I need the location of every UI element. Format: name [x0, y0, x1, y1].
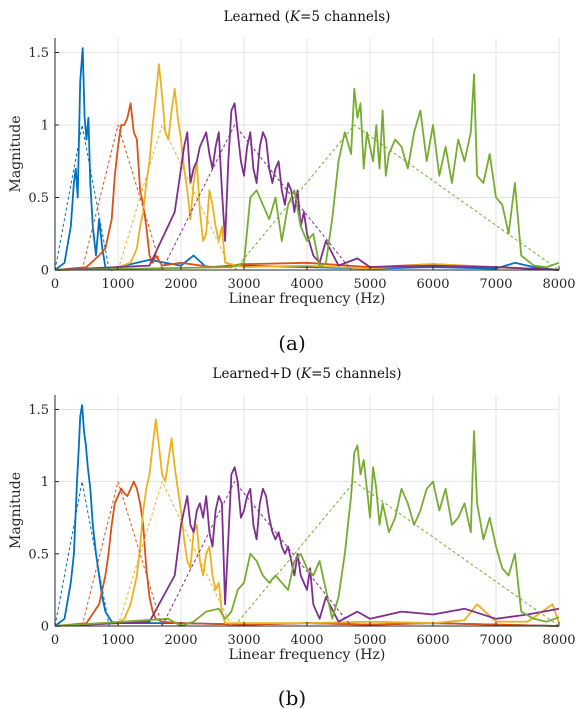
y-tick-label: 0.5 [28, 191, 49, 206]
y-tick-label: 1 [41, 475, 49, 490]
y-axis-label: Magnitude [8, 472, 24, 549]
learned-filter-line-4 [54, 102, 560, 271]
caption-b: (b) [278, 686, 306, 709]
x-tick-label: 6000 [416, 277, 449, 292]
x-tick-label: 5000 [353, 277, 386, 292]
x-tick-label: 3000 [227, 633, 260, 648]
learned-filter-line-5 [54, 73, 560, 271]
reference-filter-line-4 [161, 481, 352, 627]
learned-filter-line-4 [54, 466, 560, 627]
chart-title: Learned+D (K=5 channels) [213, 366, 402, 382]
y-tick-label: 1 [41, 119, 49, 134]
reference-filter-line-4 [161, 124, 352, 271]
chart-title: Learned (K=5 channels) [224, 9, 391, 25]
x-tick-label: 0 [51, 277, 59, 292]
x-tick-label: 7000 [479, 277, 512, 292]
y-tick-label: 0 [41, 620, 49, 635]
x-tick-label: 8000 [542, 633, 575, 648]
x-tick-label: 4000 [290, 633, 323, 648]
x-tick-label: 1000 [101, 277, 134, 292]
y-tick-label: 1.5 [28, 46, 49, 61]
reference-filter-line-2 [81, 481, 163, 627]
x-tick-label: 5000 [353, 633, 386, 648]
learned-filter-line-3 [54, 418, 560, 627]
y-tick-label: 0.5 [28, 547, 49, 562]
x-tick-label: 4000 [290, 277, 323, 292]
reference-filter-line-5 [234, 481, 560, 627]
reference-filter-line-3 [117, 481, 232, 627]
x-axis-label: Linear frequency (Hz) [229, 647, 386, 663]
caption-a: (a) [278, 331, 306, 355]
reference-filter-line-2 [81, 124, 163, 271]
x-tick-label: 6000 [416, 633, 449, 648]
x-tick-label: 0 [51, 633, 59, 648]
x-tick-label: 2000 [164, 277, 197, 292]
y-axis-label: Magnitude [8, 115, 24, 192]
x-tick-label: 3000 [227, 277, 260, 292]
x-tick-label: 8000 [542, 277, 575, 292]
learned-filter-line-2 [54, 102, 560, 271]
chart-panel-a: 0 1000 2000 3000 4000 5000 6000 7000 8000 0 0.5 1 1.… [8, 9, 576, 307]
reference-filter-line-3 [117, 124, 232, 271]
reference-filter-line-5 [234, 124, 560, 271]
x-tick-label: 2000 [164, 633, 197, 648]
x-tick-label: 7000 [479, 633, 512, 648]
y-tick-label: 0 [41, 264, 49, 279]
learned-filter-line-5 [54, 430, 560, 627]
reference-filter-line-1 [54, 481, 110, 627]
chart-panel-b: 0 1000 2000 3000 4000 5000 6000 7000 8000 0 0.5 1 1.… [8, 366, 576, 663]
y-tick-label: 1.5 [28, 403, 49, 418]
x-tick-label: 1000 [101, 633, 134, 648]
x-axis-label: Linear frequency (Hz) [229, 291, 386, 307]
